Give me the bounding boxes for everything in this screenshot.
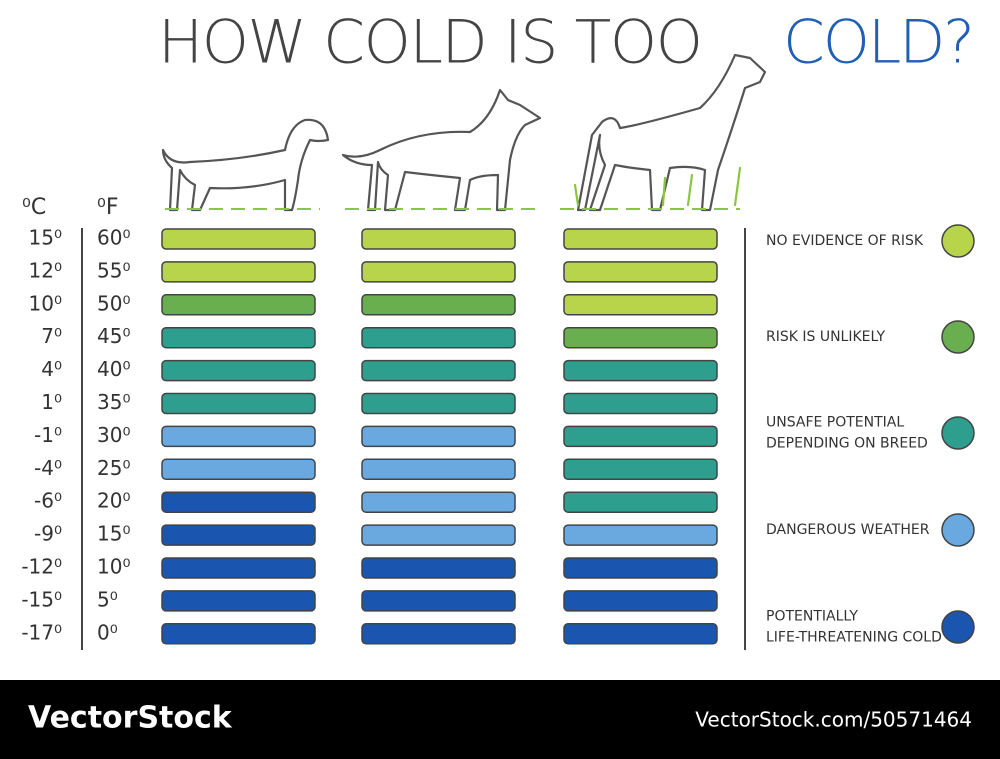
celsius-label: 1⁰ — [41, 390, 62, 414]
legend-swatch — [941, 320, 975, 354]
footer-id: VectorStock.com/50571464 — [695, 708, 972, 732]
risk-bar — [563, 261, 718, 283]
risk-bar — [161, 590, 316, 612]
legend-swatch — [941, 513, 975, 547]
risk-bar — [161, 228, 316, 250]
fahrenheit-label: 30⁰ — [97, 423, 130, 447]
legend-swatch — [941, 610, 975, 644]
fahrenheit-label: 35⁰ — [97, 390, 130, 414]
celsius-label: 4⁰ — [41, 357, 62, 381]
celsius-label: -15⁰ — [21, 587, 62, 611]
legend-label: LIFE-THREATENING COLD — [766, 630, 942, 646]
risk-bar — [361, 294, 516, 316]
risk-bar — [563, 491, 718, 513]
risk-bar — [563, 425, 718, 448]
fahrenheit-label: 0⁰ — [97, 620, 118, 644]
risk-bar — [361, 590, 516, 612]
risk-bar — [361, 228, 516, 250]
celsius-label: 15⁰ — [29, 226, 62, 250]
risk-bar — [361, 326, 516, 349]
dog-illustrations — [161, 53, 767, 212]
legend-swatch — [941, 224, 975, 258]
risk-bar — [361, 359, 516, 382]
celsius-label: 12⁰ — [29, 258, 62, 282]
risk-bar — [563, 557, 718, 579]
celsius-label: -12⁰ — [21, 555, 62, 579]
risk-bar — [161, 458, 316, 481]
celsius-header: ⁰C — [22, 195, 46, 220]
risk-bar — [161, 294, 316, 316]
risk-bar — [563, 326, 718, 349]
risk-bar — [563, 392, 718, 415]
risk-bar — [161, 623, 316, 645]
fahrenheit-label: 45⁰ — [97, 324, 130, 348]
fahrenheit-label: 25⁰ — [97, 456, 130, 480]
fahrenheit-label: 50⁰ — [97, 291, 130, 315]
footer-band — [0, 680, 1000, 759]
risk-bar — [563, 228, 718, 250]
risk-bar — [161, 524, 316, 546]
risk-bar — [563, 458, 718, 481]
fahrenheit-label: 60⁰ — [97, 226, 130, 250]
fahrenheit-label: 15⁰ — [97, 522, 130, 546]
risk-bar — [361, 425, 516, 448]
celsius-label: 7⁰ — [41, 324, 62, 348]
fahrenheit-label: 20⁰ — [97, 489, 130, 513]
risk-bar — [361, 623, 516, 645]
risk-bar — [361, 261, 516, 283]
risk-bar — [161, 491, 316, 513]
title: HOW COLD IS TOO — [158, 8, 703, 78]
risk-bar — [361, 392, 516, 415]
risk-bar — [161, 326, 316, 349]
risk-bar — [161, 425, 316, 448]
risk-bar — [161, 392, 316, 415]
risk-bar — [361, 557, 516, 579]
title-highlight: COLD? — [783, 8, 975, 78]
fahrenheit-label: 40⁰ — [97, 357, 130, 381]
risk-bar — [563, 294, 718, 316]
risk-bar — [161, 359, 316, 382]
risk-bar — [563, 524, 718, 546]
risk-bar — [361, 458, 516, 481]
celsius-label: 10⁰ — [29, 291, 62, 315]
risk-bar — [161, 557, 316, 579]
legend-label: UNSAFE POTENTIAL — [766, 415, 904, 431]
risk-bar — [563, 623, 718, 645]
fahrenheit-header: ⁰F — [97, 195, 118, 220]
celsius-label: -9⁰ — [34, 522, 62, 546]
fahrenheit-label: 10⁰ — [97, 555, 130, 579]
legend-swatch — [941, 416, 975, 450]
legend-label: POTENTIALLY — [766, 609, 858, 625]
legend-label: DEPENDING ON BREED — [766, 436, 928, 452]
footer-brand: VectorStock — [28, 701, 233, 736]
legend-label: DANGEROUS WEATHER — [766, 522, 930, 538]
fahrenheit-label: 55⁰ — [97, 258, 130, 282]
legend-label: RISK IS UNLIKELY — [766, 329, 885, 345]
fahrenheit-label: 5⁰ — [97, 587, 118, 611]
celsius-label: -17⁰ — [21, 620, 62, 644]
risk-bar — [361, 524, 516, 546]
celsius-label: -1⁰ — [34, 423, 62, 447]
risk-bar — [361, 491, 516, 513]
celsius-label: -4⁰ — [34, 456, 62, 480]
legend-label: NO EVIDENCE OF RISK — [766, 233, 924, 249]
risk-bar — [563, 590, 718, 612]
risk-bar — [161, 261, 316, 283]
risk-bar — [563, 359, 718, 382]
celsius-label: -6⁰ — [34, 489, 62, 513]
